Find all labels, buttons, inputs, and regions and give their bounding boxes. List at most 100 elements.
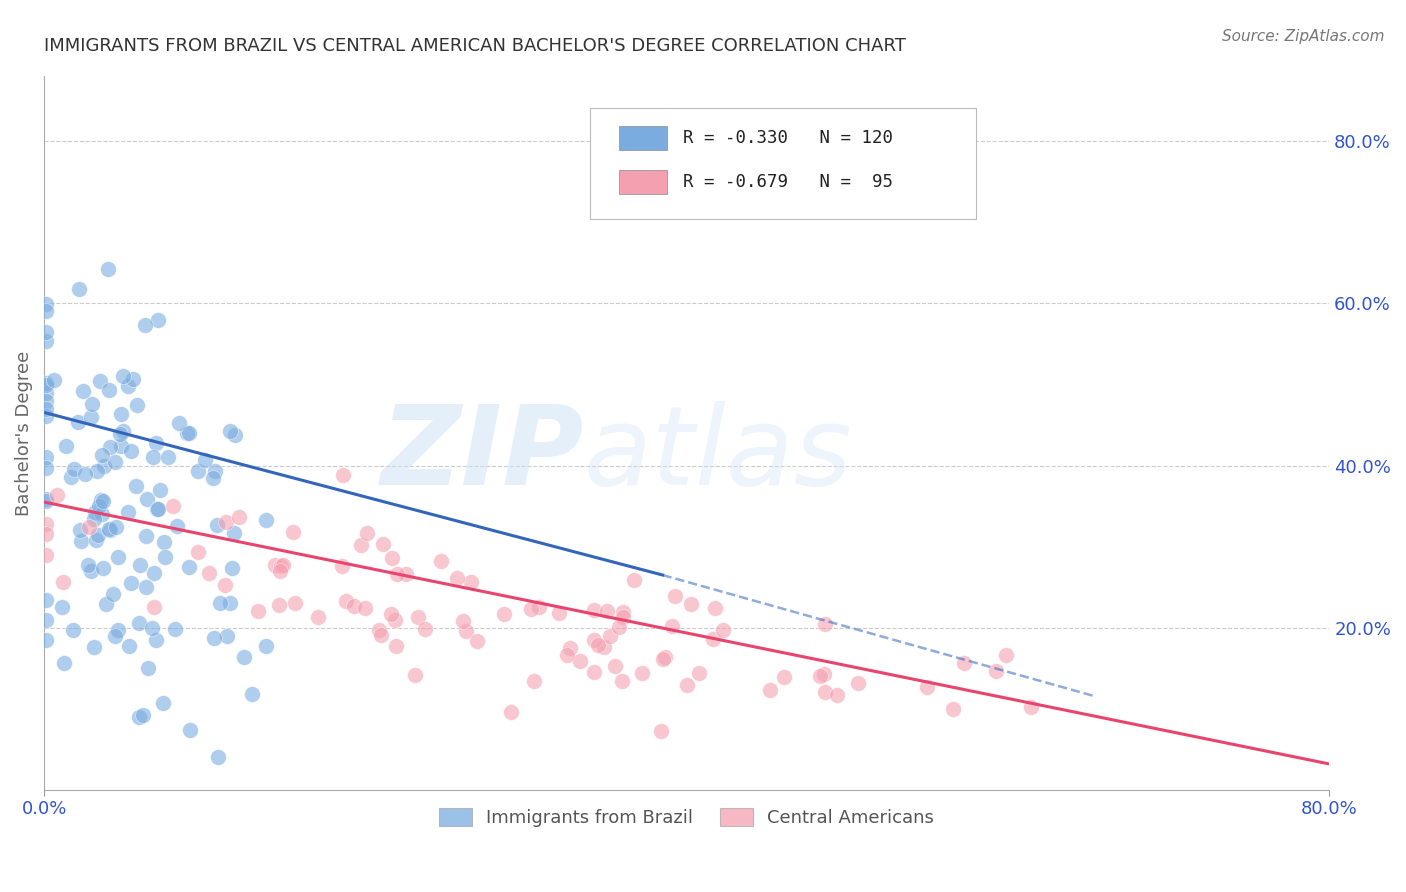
Point (91, 493, 114, 508)
Point (917, 680, 939, 694)
Point (520, 601, 543, 615)
Point (104, 455, 127, 469)
Point (221, 560, 243, 574)
Point (73, 467, 96, 482)
Point (953, 657, 976, 671)
Point (603, 659, 626, 673)
Point (35, 450, 58, 464)
Point (146, 501, 169, 516)
Point (612, 609, 634, 624)
Point (97, 383, 120, 397)
Point (193, 452, 215, 467)
Point (35, 593, 58, 607)
Point (446, 571, 468, 585)
Point (105, 520, 128, 534)
Point (42, 373, 65, 387)
Point (354, 601, 377, 615)
Point (813, 667, 835, 681)
Point (120, 576, 142, 591)
Point (652, 652, 675, 666)
Text: IMMIGRANTS FROM BRAZIL VS CENTRAL AMERICAN BACHELOR'S DEGREE CORRELATION CHART: IMMIGRANTS FROM BRAZIL VS CENTRAL AMERIC… (44, 37, 905, 55)
Point (176, 425, 198, 440)
Point (122, 372, 145, 386)
Point (217, 629, 239, 643)
Point (136, 492, 159, 507)
Point (281, 524, 304, 539)
Point (157, 450, 180, 465)
Point (35, 409, 58, 423)
Point (52, 575, 75, 590)
Point (270, 558, 292, 573)
Point (83, 512, 105, 526)
Point (384, 613, 406, 627)
Point (385, 566, 408, 581)
Text: ZIP: ZIP (381, 401, 583, 508)
Point (167, 416, 190, 430)
Point (89, 499, 111, 513)
Point (35, 393, 58, 408)
Point (55, 440, 77, 454)
Bar (619, 126, 668, 150)
Point (256, 639, 278, 653)
Point (499, 705, 522, 719)
Point (35, 296, 58, 310)
Point (98, 524, 121, 538)
Point (207, 517, 229, 532)
Point (406, 610, 429, 624)
Point (381, 550, 404, 565)
Point (67, 282, 90, 296)
Point (153, 550, 176, 565)
Point (703, 600, 725, 615)
Point (70, 533, 93, 548)
Point (846, 676, 869, 690)
Point (84, 505, 107, 519)
Point (112, 424, 135, 438)
Point (128, 710, 150, 724)
Point (607, 620, 630, 634)
Point (69, 523, 91, 537)
Point (35, 516, 58, 531)
Point (187, 464, 209, 478)
Point (153, 534, 176, 549)
Point (688, 666, 710, 681)
Point (202, 632, 225, 646)
Point (330, 558, 353, 573)
Point (451, 614, 474, 628)
Point (145, 633, 167, 648)
Point (429, 554, 451, 568)
Point (681, 597, 703, 611)
Point (404, 667, 426, 681)
Point (86, 464, 108, 478)
Point (492, 607, 515, 622)
Point (72, 384, 94, 399)
Point (370, 628, 392, 642)
Point (96, 261, 118, 276)
Point (267, 599, 290, 613)
Point (711, 623, 734, 637)
Point (307, 609, 329, 624)
Point (86, 533, 108, 548)
Point (53, 657, 76, 671)
Point (80, 397, 103, 411)
Point (35, 526, 58, 541)
Point (51, 600, 73, 615)
Point (110, 407, 132, 421)
Point (759, 682, 782, 697)
FancyBboxPatch shape (591, 109, 976, 219)
Point (271, 558, 294, 573)
Point (35, 493, 58, 508)
Point (149, 483, 172, 497)
Point (142, 599, 165, 614)
Point (135, 580, 157, 594)
Point (984, 664, 1007, 678)
Point (264, 558, 287, 573)
Point (548, 606, 571, 620)
Point (224, 428, 246, 442)
Point (460, 575, 482, 590)
Point (177, 560, 200, 574)
Text: R = -0.679   N =  95: R = -0.679 N = 95 (683, 173, 893, 191)
Point (66, 415, 89, 429)
Point (207, 750, 229, 764)
Point (560, 641, 582, 656)
Point (568, 655, 591, 669)
